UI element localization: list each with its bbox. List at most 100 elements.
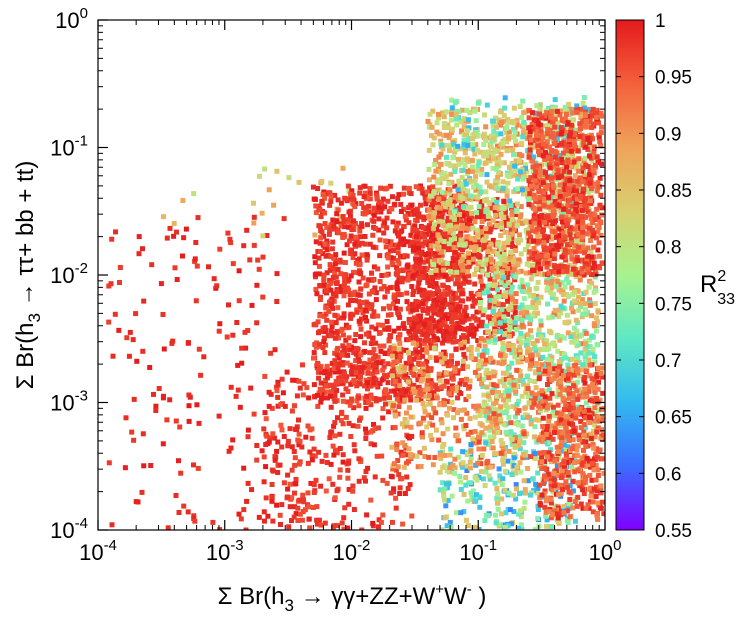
scatter-point bbox=[539, 492, 545, 498]
scatter-point bbox=[566, 280, 572, 285]
scatter-point bbox=[334, 211, 340, 217]
scatter-point bbox=[337, 431, 343, 437]
scatter-point bbox=[350, 312, 356, 318]
scatter-point bbox=[506, 119, 512, 125]
scatter-point bbox=[509, 209, 515, 215]
scatter-point bbox=[263, 416, 269, 422]
scatter-point bbox=[326, 309, 332, 314]
scatter-point bbox=[439, 527, 445, 530]
scatter-point bbox=[417, 355, 422, 361]
scatter-point bbox=[563, 355, 569, 361]
scatter-point bbox=[530, 300, 536, 306]
scatter-point bbox=[450, 255, 456, 261]
scatter-point bbox=[549, 423, 555, 429]
scatter-point bbox=[458, 225, 464, 231]
scatter-point bbox=[313, 203, 319, 209]
scatter-point bbox=[396, 386, 402, 392]
scatter-point bbox=[590, 442, 596, 447]
scatter-point bbox=[533, 392, 539, 398]
scatter-point bbox=[555, 515, 561, 521]
scatter-point bbox=[345, 217, 351, 223]
scatter-point bbox=[478, 229, 484, 235]
scatter-point bbox=[556, 282, 562, 288]
scatter-point bbox=[440, 112, 446, 118]
scatter-point bbox=[406, 328, 412, 334]
scatter-point bbox=[579, 367, 585, 373]
scatter-point bbox=[391, 486, 397, 492]
scatter-point bbox=[488, 226, 494, 232]
scatter-point bbox=[311, 382, 317, 388]
scatter-point bbox=[180, 253, 185, 259]
scatter-point bbox=[349, 227, 355, 233]
scatter-point bbox=[444, 324, 450, 330]
scatter-point bbox=[305, 423, 311, 429]
scatter-point bbox=[432, 251, 438, 257]
scatter-point bbox=[502, 219, 508, 225]
scatter-point bbox=[434, 177, 440, 183]
scatter-point bbox=[560, 287, 566, 293]
scatter-point bbox=[487, 293, 493, 299]
scatter-point bbox=[236, 511, 242, 517]
scatter-point bbox=[517, 336, 523, 341]
scatter-point bbox=[151, 391, 156, 397]
scatter-point bbox=[254, 282, 260, 288]
scatter-point bbox=[430, 275, 435, 281]
scatter-point bbox=[350, 193, 356, 199]
scatter-point bbox=[506, 236, 512, 242]
scatter-point bbox=[544, 517, 550, 523]
scatter-point bbox=[470, 225, 476, 231]
scatter-point bbox=[441, 333, 446, 338]
scatter-point bbox=[327, 262, 333, 268]
scatter-point bbox=[313, 239, 319, 245]
scatter-point bbox=[587, 472, 593, 478]
scatter-point bbox=[587, 373, 593, 379]
scatter-point bbox=[419, 291, 425, 297]
scatter-point bbox=[508, 387, 514, 393]
scatter-point bbox=[491, 156, 497, 162]
scatter-point bbox=[356, 358, 362, 364]
scatter-point bbox=[289, 444, 295, 450]
scatter-point bbox=[406, 337, 412, 342]
scatter-point bbox=[329, 389, 334, 395]
scatter-point bbox=[498, 220, 504, 226]
scatter-point bbox=[492, 147, 498, 153]
scatter-point bbox=[483, 469, 489, 475]
scatter-point bbox=[491, 434, 497, 440]
scatter-point bbox=[402, 239, 408, 245]
scatter-point bbox=[346, 277, 352, 282]
scatter-point bbox=[301, 381, 307, 387]
scatter-point bbox=[586, 108, 592, 114]
scatter-point bbox=[576, 294, 582, 300]
scatter-point bbox=[456, 308, 462, 314]
scatter-point bbox=[489, 265, 495, 271]
scatter-point bbox=[493, 264, 499, 270]
scatter-point bbox=[354, 238, 360, 243]
scatter-point bbox=[492, 480, 498, 486]
scatter-point bbox=[557, 482, 563, 488]
scatter-point bbox=[398, 354, 404, 359]
scatter-point bbox=[539, 455, 545, 461]
scatter-point bbox=[520, 289, 526, 294]
scatter-point bbox=[110, 353, 116, 359]
scatter-point bbox=[422, 239, 428, 245]
scatter-point bbox=[493, 512, 498, 518]
scatter-point bbox=[322, 368, 328, 374]
scatter-point bbox=[510, 269, 516, 275]
scatter-point bbox=[459, 464, 465, 470]
scatter-point bbox=[586, 407, 592, 413]
scatter-point bbox=[321, 272, 327, 278]
scatter-point bbox=[500, 214, 506, 220]
scatter-point bbox=[530, 169, 536, 175]
scatter-point bbox=[359, 365, 365, 370]
scatter-point bbox=[570, 309, 576, 315]
scatter-point bbox=[463, 181, 469, 187]
scatter-point bbox=[566, 101, 572, 107]
scatter-point bbox=[326, 231, 332, 237]
scatter-point bbox=[506, 306, 512, 312]
scatter-point bbox=[484, 367, 490, 373]
scatter-point bbox=[518, 514, 524, 520]
scatter-point bbox=[352, 448, 358, 454]
scatter-point bbox=[485, 329, 491, 335]
scatter-point bbox=[536, 103, 542, 109]
scatter-point bbox=[459, 345, 465, 351]
